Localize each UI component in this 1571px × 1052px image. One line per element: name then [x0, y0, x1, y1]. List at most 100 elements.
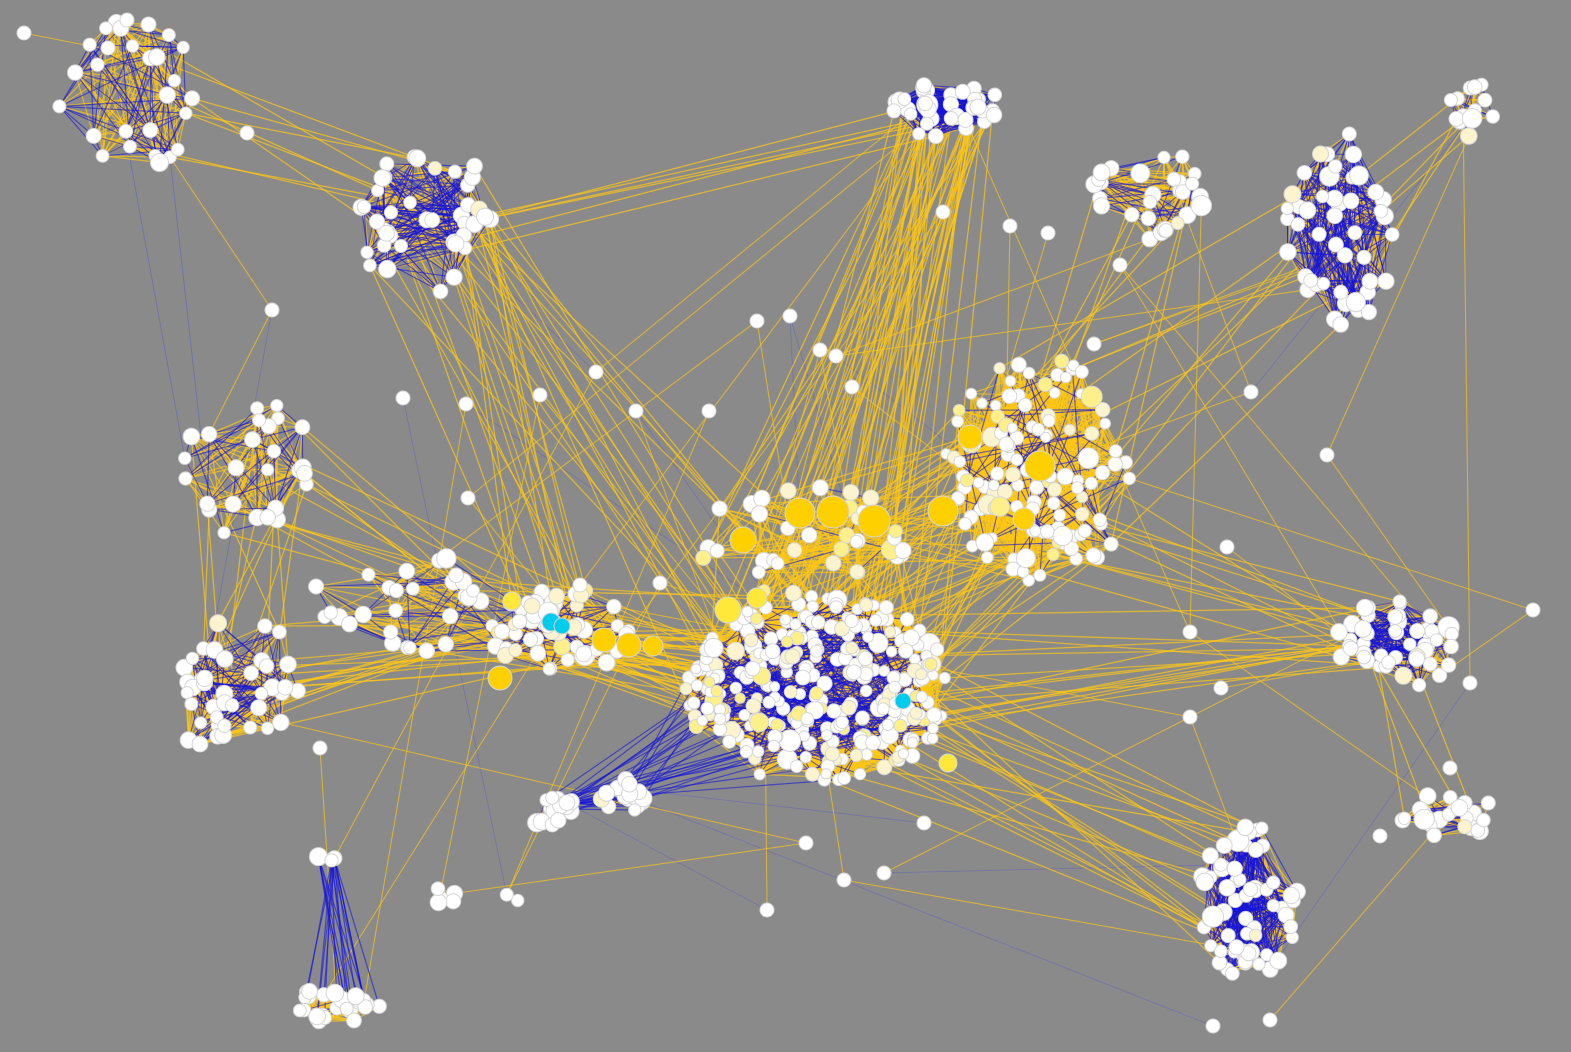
- graph-node[interactable]: [448, 567, 464, 584]
- graph-node-highlighted[interactable]: [553, 617, 571, 635]
- graph-node[interactable]: [323, 605, 338, 620]
- graph-node[interactable]: [1462, 675, 1478, 691]
- graph-node[interactable]: [1124, 207, 1140, 223]
- graph-node[interactable]: [1099, 417, 1111, 430]
- graph-node[interactable]: [258, 658, 275, 674]
- graph-node[interactable]: [809, 644, 823, 658]
- graph-node-highlighted[interactable]: [714, 596, 742, 624]
- graph-node[interactable]: [1298, 201, 1317, 220]
- graph-node[interactable]: [429, 893, 448, 912]
- graph-node[interactable]: [1220, 928, 1236, 944]
- graph-node[interactable]: [784, 648, 801, 665]
- graph-node[interactable]: [1084, 426, 1100, 441]
- graph-node[interactable]: [837, 771, 852, 785]
- graph-node[interactable]: [597, 653, 616, 672]
- graph-node[interactable]: [294, 419, 311, 436]
- graph-node[interactable]: [1409, 623, 1426, 639]
- graph-node[interactable]: [897, 748, 910, 760]
- graph-node[interactable]: [436, 548, 457, 569]
- graph-node[interactable]: [217, 526, 231, 540]
- graph-node[interactable]: [849, 534, 864, 549]
- graph-node[interactable]: [1039, 524, 1055, 539]
- graph-node[interactable]: [511, 893, 525, 908]
- graph-node[interactable]: [476, 207, 494, 226]
- graph-node[interactable]: [1059, 371, 1072, 384]
- graph-node[interactable]: [1457, 819, 1473, 835]
- graph-node[interactable]: [1054, 353, 1070, 369]
- graph-node-highlighted[interactable]: [784, 497, 816, 529]
- graph-node[interactable]: [1341, 126, 1357, 142]
- graph-node[interactable]: [711, 500, 728, 517]
- graph-node[interactable]: [898, 643, 914, 659]
- graph-node[interactable]: [1397, 811, 1412, 825]
- graph-node[interactable]: [816, 675, 833, 692]
- graph-node[interactable]: [917, 95, 933, 112]
- graph-node[interactable]: [915, 77, 933, 94]
- graph-node[interactable]: [119, 12, 135, 28]
- graph-node[interactable]: [935, 204, 951, 220]
- graph-node[interactable]: [1182, 624, 1198, 640]
- graph-node[interactable]: [100, 40, 116, 56]
- graph-node[interactable]: [1213, 857, 1228, 872]
- graph-node[interactable]: [178, 471, 193, 486]
- graph-node[interactable]: [745, 698, 762, 714]
- graph-node[interactable]: [445, 893, 462, 910]
- graph-node[interactable]: [927, 722, 939, 735]
- graph-node[interactable]: [943, 111, 959, 126]
- graph-node[interactable]: [855, 710, 870, 726]
- graph-node[interactable]: [806, 600, 819, 613]
- graph-node[interactable]: [894, 541, 912, 560]
- graph-node[interactable]: [191, 735, 209, 753]
- graph-node[interactable]: [1185, 176, 1200, 191]
- graph-node[interactable]: [148, 48, 166, 66]
- graph-node[interactable]: [876, 865, 892, 881]
- graph-node[interactable]: [1485, 109, 1501, 124]
- graph-node[interactable]: [1095, 402, 1111, 418]
- graph-node[interactable]: [90, 57, 105, 72]
- graph-node[interactable]: [405, 581, 420, 596]
- graph-node[interactable]: [849, 748, 864, 763]
- graph-node[interactable]: [1448, 111, 1465, 127]
- graph-node-highlighted[interactable]: [857, 504, 891, 538]
- graph-node[interactable]: [194, 716, 208, 730]
- graph-node[interactable]: [1094, 464, 1111, 481]
- graph-node[interactable]: [260, 721, 275, 735]
- graph-node[interactable]: [703, 637, 724, 658]
- graph-node[interactable]: [1052, 525, 1074, 547]
- graph-node[interactable]: [1356, 598, 1374, 617]
- graph-node[interactable]: [916, 815, 932, 831]
- graph-node[interactable]: [383, 205, 399, 220]
- graph-node[interactable]: [346, 987, 365, 1005]
- graph-node[interactable]: [1392, 594, 1407, 609]
- graph-node[interactable]: [859, 598, 874, 612]
- graph-node[interactable]: [881, 718, 894, 731]
- graph-node[interactable]: [1005, 466, 1021, 483]
- graph-node[interactable]: [993, 362, 1006, 375]
- graph-node-highlighted[interactable]: [894, 692, 912, 710]
- graph-node[interactable]: [1046, 496, 1061, 511]
- graph-node[interactable]: [1440, 657, 1457, 673]
- graph-node[interactable]: [1252, 957, 1266, 971]
- graph-node[interactable]: [442, 607, 459, 625]
- graph-node[interactable]: [1170, 216, 1185, 230]
- graph-node[interactable]: [1084, 476, 1098, 490]
- graph-node[interactable]: [548, 587, 565, 605]
- graph-node[interactable]: [976, 397, 988, 409]
- graph-node[interactable]: [550, 812, 567, 829]
- graph-node[interactable]: [1086, 336, 1102, 352]
- graph-node[interactable]: [424, 212, 441, 229]
- graph-node[interactable]: [142, 122, 159, 139]
- graph-node[interactable]: [200, 426, 218, 443]
- graph-node[interactable]: [1077, 523, 1092, 538]
- graph-node[interactable]: [885, 645, 898, 658]
- graph-node[interactable]: [926, 707, 942, 723]
- graph-node[interactable]: [403, 641, 417, 655]
- graph-node[interactable]: [876, 702, 890, 716]
- graph-node-highlighted[interactable]: [1012, 507, 1036, 531]
- graph-node[interactable]: [899, 612, 915, 627]
- graph-node[interactable]: [1047, 482, 1063, 497]
- graph-node[interactable]: [250, 401, 265, 416]
- graph-node[interactable]: [862, 489, 880, 507]
- graph-node[interactable]: [418, 642, 436, 660]
- graph-node[interactable]: [217, 718, 232, 733]
